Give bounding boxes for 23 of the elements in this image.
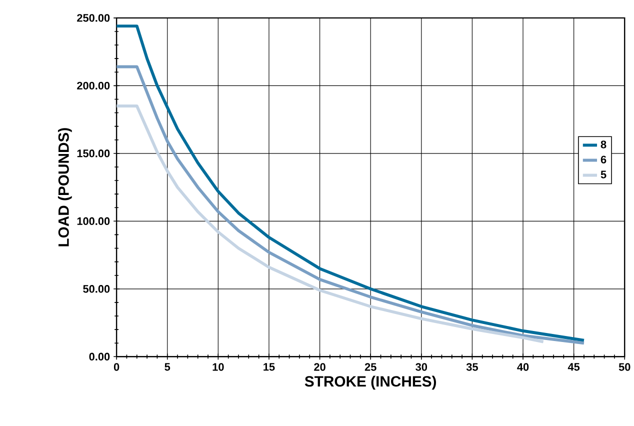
x-tick-label: 40 <box>517 362 529 371</box>
y-tick-label: 50.00 <box>83 284 110 293</box>
x-tick-label: 0 <box>114 362 120 371</box>
y-tick-label: 250.00 <box>77 14 110 22</box>
line-series <box>116 104 545 344</box>
x-tick-label: 20 <box>314 362 326 371</box>
x-tick-label: 45 <box>568 362 580 371</box>
y-axis-title: LOAD (POUNDS) <box>58 128 72 246</box>
legend-label: 6 <box>600 156 606 164</box>
y-tick-label: 100.00 <box>77 217 110 225</box>
x-tick-label: 10 <box>212 362 224 371</box>
x-tick-label: 35 <box>466 362 478 371</box>
x-tick-label: 50 <box>618 362 630 371</box>
x-tick-label: 30 <box>416 362 428 371</box>
x-tick-label: 25 <box>364 362 376 371</box>
y-tick-label: 150.00 <box>77 149 110 158</box>
legend-label: 5 <box>600 170 606 178</box>
y-tick-label: 0.00 <box>89 352 110 360</box>
legend-label: 8 <box>600 140 606 148</box>
x-tick-label: 15 <box>264 362 275 371</box>
y-tick-label: 200.00 <box>77 82 110 90</box>
x-axis-title: STROKE (INCHES) <box>304 376 436 390</box>
x-tick-label: 5 <box>164 362 170 371</box>
